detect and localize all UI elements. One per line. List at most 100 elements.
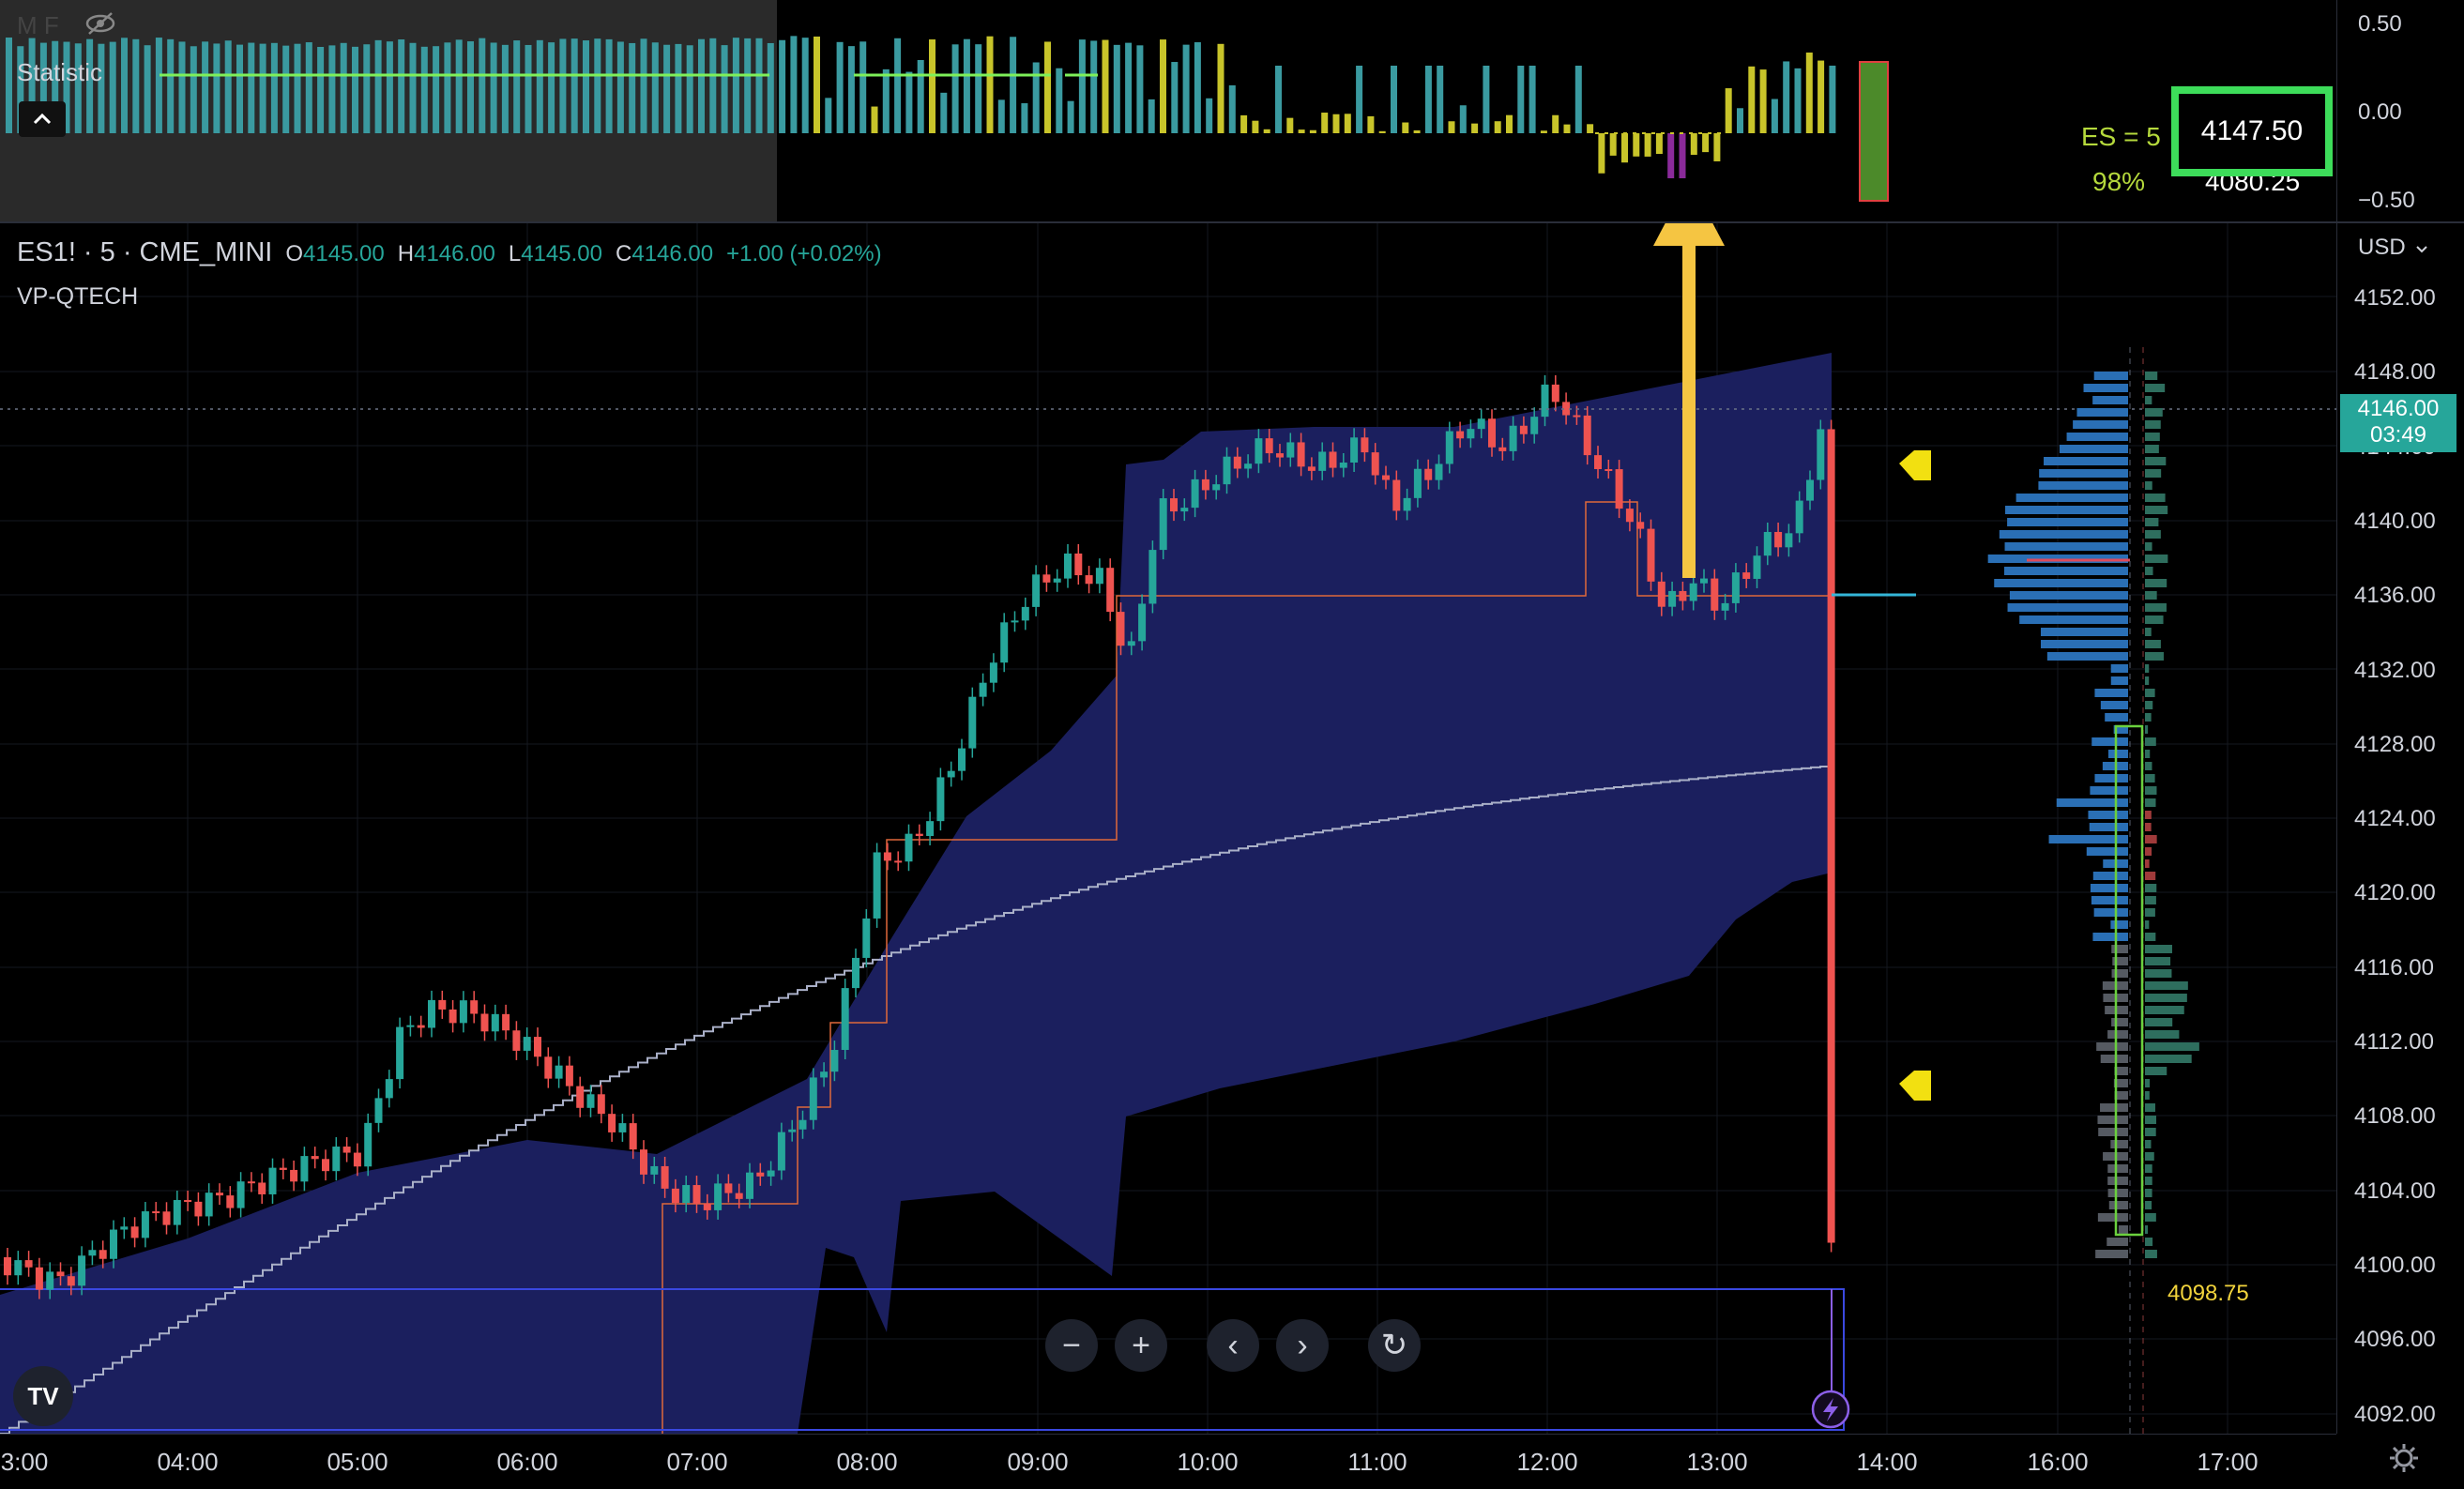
currency-label: USD — [2358, 235, 2406, 260]
histogram-bar — [1794, 68, 1802, 133]
candle — [1573, 415, 1581, 418]
candle — [1647, 528, 1655, 582]
candle — [311, 1156, 319, 1160]
candle — [1032, 574, 1041, 607]
candle — [724, 1183, 733, 1193]
volume-profile-bar — [2003, 567, 2128, 575]
histogram-bar — [583, 40, 589, 133]
annotation-arrow — [1653, 223, 1725, 578]
volume-profile-bar — [2107, 1164, 2128, 1173]
volume-profile-delta-bar — [2145, 384, 2166, 392]
candle — [512, 1030, 521, 1051]
candle — [1445, 431, 1453, 464]
volume-profile-delta-bar — [2145, 933, 2156, 941]
volume-profile-delta-bar — [2145, 555, 2168, 563]
volume-profile-delta-bar — [2145, 859, 2150, 868]
histogram-bar — [409, 42, 417, 133]
symbol-name[interactable]: ES1! · 5 · CME_MINI — [17, 237, 273, 267]
tradingview-logo[interactable]: TV — [13, 1366, 73, 1426]
volume-profile-bar — [2118, 1225, 2128, 1234]
candle — [1551, 384, 1559, 403]
volume-profile-bar — [2107, 1030, 2128, 1039]
indicator-axis[interactable]: 0.50 0.00 −0.50 — [2336, 0, 2464, 221]
symbol-legend[interactable]: ES1! · 5 · CME_MINI O4145.00 H4146.00 L4… — [17, 237, 882, 268]
histogram-bar — [1679, 133, 1686, 178]
volume-profile-delta-bar — [2145, 689, 2155, 697]
candle — [88, 1250, 97, 1256]
candle — [1148, 550, 1157, 604]
candle — [544, 1056, 553, 1079]
zoom-in-button[interactable]: + — [1115, 1319, 1167, 1372]
volume-profile-delta-bar — [2145, 1152, 2154, 1161]
price-chart[interactable] — [0, 223, 2336, 1434]
histogram-bar — [1448, 121, 1455, 133]
time-axis[interactable] — [0, 1434, 2336, 1489]
indicator-tick: 0.50 — [2358, 11, 2402, 37]
volume-profile-bar — [2107, 750, 2128, 758]
volume-profile-delta-bar — [2145, 579, 2167, 587]
histogram-bar — [467, 41, 474, 133]
candle — [268, 1167, 277, 1194]
candle — [290, 1169, 298, 1182]
histogram-bar — [1587, 124, 1594, 133]
candle — [682, 1185, 691, 1204]
histogram-bar — [1598, 133, 1605, 174]
indicator-pane[interactable]: M F Statistic ES = 5 98% 4080.25 4147.50 — [0, 0, 2336, 221]
last-price: 4146.00 — [2357, 396, 2440, 421]
volume-profile-delta-bar — [2145, 896, 2156, 904]
volume-profile-bar — [2038, 481, 2128, 490]
volume-profile-bar — [2092, 933, 2128, 941]
indicator-legend[interactable]: VP-QTECH — [17, 283, 139, 310]
histogram-bar — [755, 38, 763, 134]
histogram-bar — [1378, 130, 1386, 133]
volume-profile-delta-bar — [2145, 457, 2167, 465]
price-tick: 4116.00 — [2354, 954, 2434, 980]
scroll-left-button[interactable]: ‹ — [1207, 1319, 1259, 1372]
candle — [353, 1152, 361, 1167]
collapse-button[interactable] — [19, 101, 66, 137]
candle — [396, 1026, 404, 1080]
candle — [1498, 447, 1507, 451]
candle — [1731, 572, 1740, 603]
volume-profile-bar — [2076, 408, 2128, 417]
volume-profile-bar — [2097, 1116, 2128, 1124]
histogram-bar — [1529, 66, 1536, 133]
histogram-bar — [779, 39, 786, 133]
candle — [1785, 533, 1793, 548]
histogram-bar — [490, 42, 497, 133]
statistic-histogram — [6, 36, 1889, 202]
eye-off-icon[interactable] — [84, 11, 116, 36]
settings-gear-icon[interactable] — [2387, 1441, 2421, 1475]
candle — [788, 1129, 797, 1132]
candle — [364, 1122, 373, 1167]
histogram-bar — [86, 38, 94, 133]
histogram-bar — [698, 38, 705, 134]
volume-profile-delta-bar — [2145, 433, 2160, 441]
candle — [830, 1050, 839, 1072]
candle — [703, 1203, 711, 1210]
volume-profile-delta-bar — [2145, 506, 2168, 514]
histogram-bar — [1217, 43, 1224, 133]
histogram-bar — [374, 39, 382, 133]
candle — [342, 1147, 351, 1153]
candle — [194, 1201, 203, 1217]
volume-profile-delta-bar — [2145, 1030, 2180, 1039]
histogram-bar — [1702, 133, 1710, 153]
zoom-out-button[interactable]: − — [1045, 1319, 1098, 1372]
candle — [1668, 590, 1677, 607]
candle — [1817, 429, 1825, 480]
volume-profile-bar — [2107, 1177, 2128, 1185]
histogram-bar — [605, 38, 613, 133]
candle — [385, 1079, 393, 1099]
price-axis[interactable]: USD 4152.004148.004144.004140.004136.004… — [2336, 223, 2464, 1434]
pane-divider[interactable] — [0, 221, 2464, 223]
currency-selector[interactable]: USD — [2358, 235, 2428, 261]
scroll-right-button[interactable]: › — [1276, 1319, 1329, 1372]
candle — [1456, 431, 1465, 439]
volume-profile-bar — [1999, 530, 2128, 539]
histogram-bar — [640, 38, 647, 134]
volume-profile-bar — [2114, 1091, 2128, 1100]
reset-chart-button[interactable]: ↻ — [1368, 1319, 1421, 1372]
percent-label: 98% — [2092, 167, 2146, 196]
volume-profile-bar — [2040, 628, 2128, 636]
